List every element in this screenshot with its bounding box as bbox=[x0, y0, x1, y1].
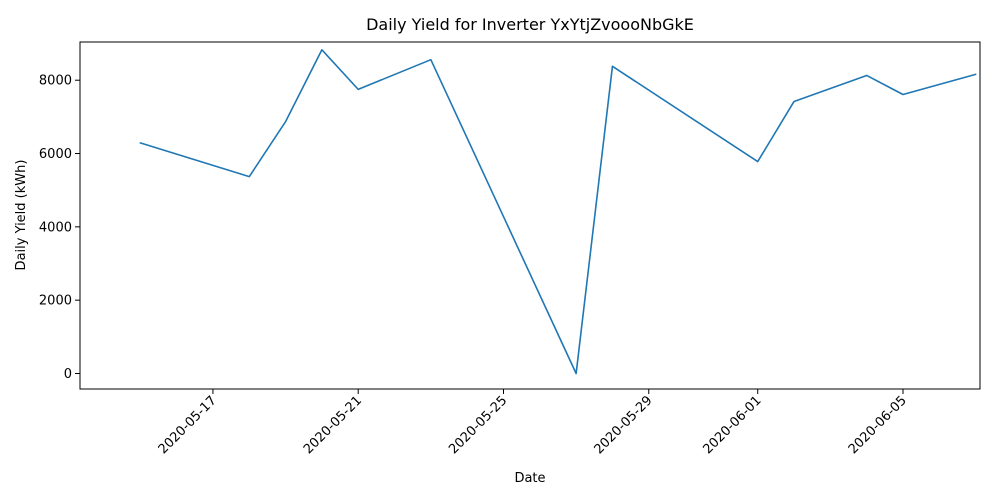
y-tick-label: 0 bbox=[64, 367, 72, 382]
y-tick-label: 8000 bbox=[39, 74, 72, 89]
x-tick-label: 2020-05-25 bbox=[446, 393, 510, 457]
chart-title: Daily Yield for Inverter YxYtjZvoooNbGkE bbox=[366, 15, 694, 34]
y-axis: 0 2000 4000 6000 8000 bbox=[39, 74, 80, 382]
x-axis: 2020-05-17 2020-05-21 2020-05-25 2020-05-29… bbox=[156, 389, 910, 457]
x-tick-label: 2020-05-17 bbox=[156, 393, 220, 457]
x-tick-label: 2020-06-05 bbox=[846, 393, 910, 457]
y-tick-label: 4000 bbox=[39, 220, 72, 235]
x-tick-label: 2020-05-21 bbox=[301, 393, 365, 457]
y-tick-label: 6000 bbox=[39, 147, 72, 162]
x-tick-label: 2020-05-29 bbox=[592, 393, 656, 457]
plot-area bbox=[80, 42, 980, 389]
y-axis-title: Daily Yield (kWh) bbox=[14, 160, 29, 271]
x-axis-title: Date bbox=[514, 471, 545, 486]
x-tick-label: 2020-06-01 bbox=[701, 393, 765, 457]
series-line bbox=[139, 48, 977, 375]
series-layer bbox=[139, 48, 977, 375]
plot-frame bbox=[79, 41, 981, 390]
y-tick-label: 2000 bbox=[39, 294, 72, 309]
